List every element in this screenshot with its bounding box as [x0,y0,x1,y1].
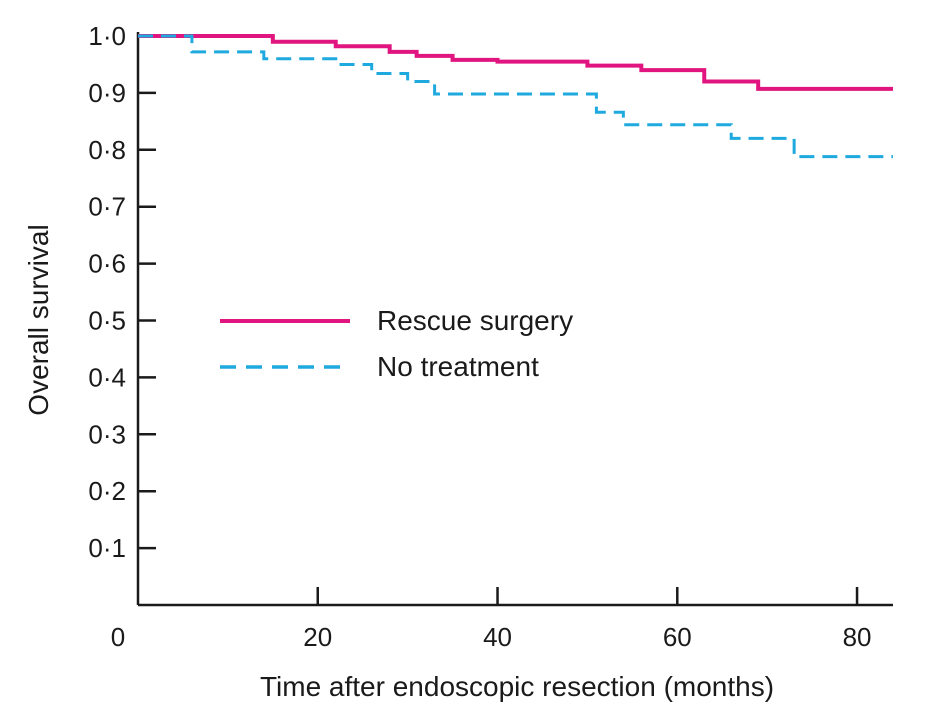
y-tick-label: 0·7 [88,192,126,222]
x-tick-label: 0 [111,622,125,652]
y-tick-label: 0·8 [88,135,126,165]
x-tick-label: 80 [843,622,872,652]
legend-label-rescue-surgery: Rescue surgery [377,305,573,336]
plot-area: 0·1 0·2 0·3 0·4 0·5 0·6 0·7 0·8 0·9 1·0 0 20 40 60 80 [88,21,893,652]
series-line-no-treatment [138,34,893,159]
y-ticks: 0·1 0·2 0·3 0·4 0·5 0·6 0·7 0·8 0·9 1·0 [88,21,156,563]
x-axis-title: Time after endoscopic resection (months) [260,671,774,702]
x-tick-label: 60 [663,622,692,652]
series-line-rescue-surgery [138,34,893,91]
y-tick-label: 0·6 [88,249,126,279]
x-tick-label: 20 [303,622,332,652]
y-tick-label: 0·3 [88,419,126,449]
x-ticks: 0 20 40 60 80 [111,587,872,652]
series-layer [138,34,893,159]
y-tick-label: 0·4 [88,362,126,392]
legend-label-no-treatment: No treatment [377,351,539,382]
y-tick-label: 1·0 [88,21,126,51]
y-axis-title: Overall survival [23,224,54,415]
y-tick-label: 0·2 [88,476,126,506]
y-tick-label: 0·5 [88,306,126,336]
legend: Rescue surgery No treatment [220,305,573,382]
y-tick-label: 0·1 [88,533,126,563]
y-tick-label: 0·9 [88,78,126,108]
x-tick-label: 40 [483,622,512,652]
